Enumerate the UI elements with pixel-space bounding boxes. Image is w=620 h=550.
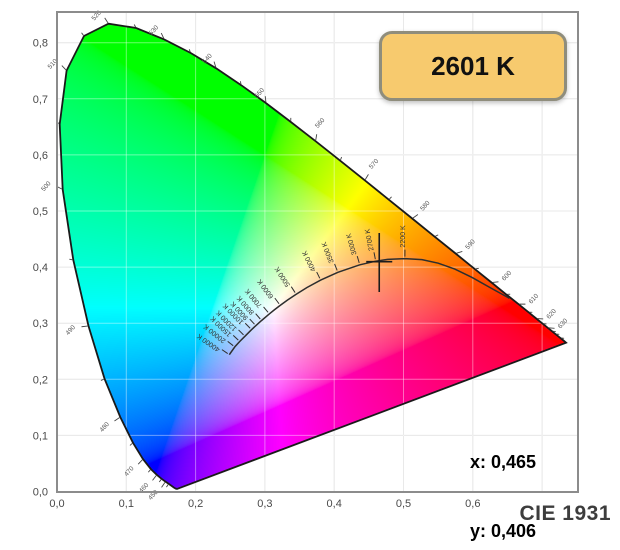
x-axis-tick-label: 0,4 [327, 498, 342, 510]
xy-readout: x: 0,465 y: 0,406 [470, 405, 536, 550]
x-axis-tick-label: 0,3 [257, 498, 272, 510]
y-axis-tick-label: 0,0 [33, 487, 48, 499]
y-axis-tick-label: 0,2 [33, 374, 48, 386]
y-axis-tick-label: 0,5 [33, 206, 48, 218]
x-axis-tick-label: 0,1 [119, 498, 134, 510]
readout-x-value: x: 0,465 [470, 452, 537, 472]
wavelength-label: 500 [40, 180, 53, 193]
cct-badge: 2601 K [379, 31, 567, 101]
y-axis-tick-label: 0,4 [33, 262, 48, 274]
y-axis-tick-label: 0,8 [33, 38, 48, 50]
readout-y-value: y: 0,406 [470, 521, 537, 541]
y-axis-tick-label: 0,3 [33, 318, 48, 330]
diagram-title: CIE 1931 [519, 502, 611, 525]
y-axis-tick-label: 0,1 [33, 430, 48, 442]
x-axis-tick-label: 0,0 [49, 498, 64, 510]
y-axis-tick-label: 0,6 [33, 150, 48, 162]
cct-badge-label: 2601 K [431, 50, 515, 81]
x-axis-tick-label: 0,5 [396, 498, 411, 510]
y-axis-tick-label: 0,7 [33, 94, 48, 106]
x-axis-tick-label: 0,2 [188, 498, 203, 510]
